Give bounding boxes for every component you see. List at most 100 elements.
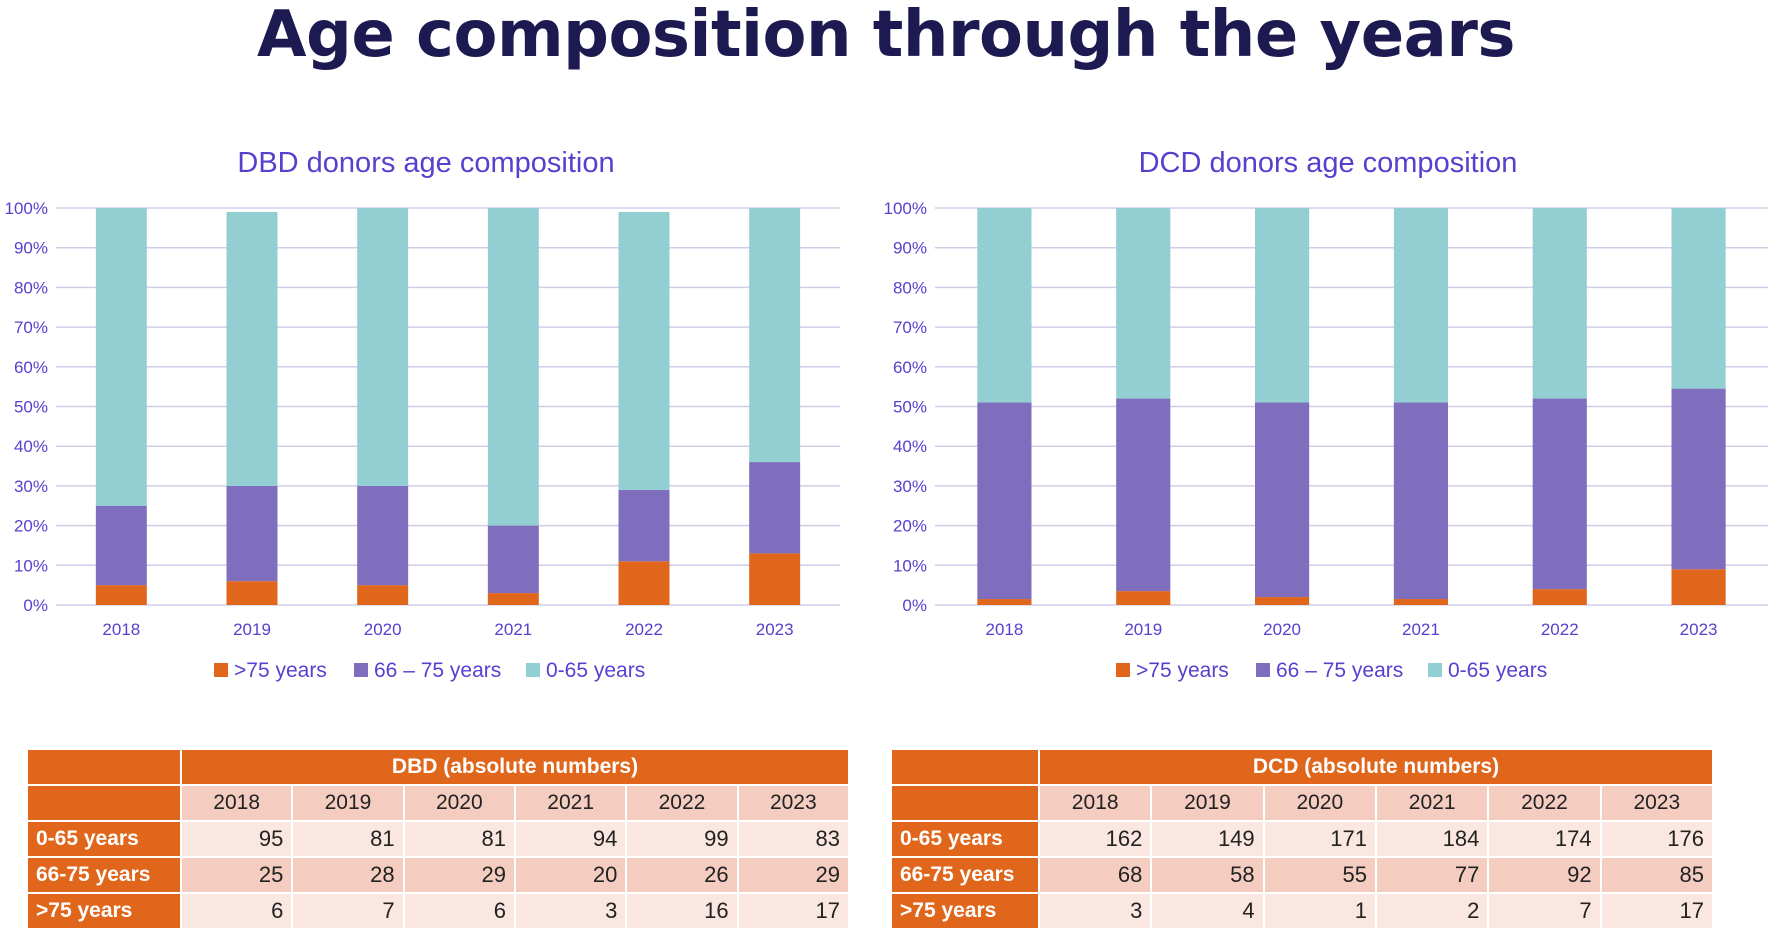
bar-segment <box>1671 388 1726 570</box>
bar-segment <box>1532 589 1587 605</box>
table-cell: 1 <box>1262 892 1377 930</box>
table-cell: 17 <box>1599 892 1715 930</box>
bar-segment <box>1393 599 1448 605</box>
table-year: 2021 <box>1374 784 1490 822</box>
table-cell: 162 <box>1037 820 1153 858</box>
legend-label: 66 – 75 years <box>1276 659 1403 682</box>
chart-title: DCD donors age composition <box>1139 147 1518 179</box>
legend-label: 0-65 years <box>1448 659 1547 682</box>
table-row: 66-75 years 25 28 29 20 26 29 <box>26 856 851 894</box>
bar-segment <box>487 208 539 526</box>
y-tick-label: 60% <box>893 358 927 377</box>
y-tick-label: 70% <box>14 318 48 337</box>
bar-segment <box>1116 398 1171 592</box>
table-cell: 29 <box>402 856 516 894</box>
dbd-table: DBD (absolute numbers) 2018 2019 2020 20… <box>26 748 851 930</box>
bar-segment <box>1255 208 1310 403</box>
bar-segment <box>749 462 801 554</box>
bar-segment <box>749 208 801 463</box>
x-tick-label: 2018 <box>102 620 140 639</box>
bar-segment <box>226 485 278 582</box>
table-cell: 29 <box>736 856 851 894</box>
x-tick-label: 2020 <box>1263 620 1301 639</box>
x-tick-label: 2022 <box>625 620 663 639</box>
table-cell: 85 <box>1599 856 1715 894</box>
table-year: 2023 <box>736 784 851 822</box>
table-years-row: 2018 2019 2020 2021 2022 2023 <box>26 784 851 822</box>
y-tick-label: 20% <box>893 517 927 536</box>
table-corner <box>890 748 1040 786</box>
y-tick-label: 30% <box>14 477 48 496</box>
table-corner <box>26 748 182 786</box>
table-year: 2022 <box>625 784 739 822</box>
y-tick-label: 40% <box>893 437 927 456</box>
legend-swatch <box>1428 663 1442 677</box>
bar-segment <box>977 208 1032 403</box>
legend-label: >75 years <box>234 659 327 682</box>
bar-segment <box>487 525 539 594</box>
table-cell: 4 <box>1150 892 1265 930</box>
bar-segment <box>1532 398 1587 590</box>
page-title: Age composition through the years <box>257 0 1516 72</box>
table-year: 2020 <box>1262 784 1377 822</box>
table-cell: 25 <box>179 856 294 894</box>
table-cell: 92 <box>1487 856 1602 894</box>
bar-segment <box>226 581 278 605</box>
table-year: 2022 <box>1487 784 1602 822</box>
legend-label: 66 – 75 years <box>374 659 501 682</box>
table-title: DCD (absolute numbers) <box>1038 748 1714 786</box>
table-cell: 94 <box>513 820 628 858</box>
table-row: 66-75 years 68 58 55 77 92 85 <box>890 856 1715 894</box>
table-cell: 26 <box>625 856 739 894</box>
table-cell: 174 <box>1487 820 1602 858</box>
y-tick-label: 50% <box>893 398 927 417</box>
bar-segment <box>95 208 147 506</box>
bar-segment <box>357 208 409 486</box>
table-cell: 3 <box>1037 892 1153 930</box>
bar-segment <box>357 485 409 586</box>
legend-label: >75 years <box>1136 659 1229 682</box>
x-tick-label: 2023 <box>756 620 794 639</box>
table-cell: 17 <box>736 892 851 930</box>
table-row: >75 years 3 4 1 2 7 17 <box>890 892 1715 930</box>
y-tick-label: 80% <box>14 278 48 297</box>
y-tick-label: 60% <box>14 358 48 377</box>
bar-segment <box>618 561 670 605</box>
bar-segment <box>1393 208 1448 403</box>
table-cell: 7 <box>291 892 405 930</box>
y-tick-label: 80% <box>893 278 927 297</box>
bar-segment <box>749 553 801 605</box>
table-year: 2023 <box>1599 784 1715 822</box>
table-cell: 55 <box>1262 856 1377 894</box>
x-tick-label: 2021 <box>1402 620 1440 639</box>
bar-segment <box>487 593 539 605</box>
charts-area: DBD donors age composition 0% 10% 20% 30% 40%… <box>5 147 1768 682</box>
table-cell: 28 <box>291 856 405 894</box>
x-tick-label: 2018 <box>986 620 1024 639</box>
x-tick-label: 2021 <box>494 620 532 639</box>
row-label: >75 years <box>890 892 1040 930</box>
row-label: 66-75 years <box>890 856 1040 894</box>
y-tick-label: 100% <box>5 199 48 218</box>
y-tick-label: 0% <box>902 596 927 615</box>
table-cell: 7 <box>1487 892 1602 930</box>
y-tick-label: 20% <box>14 517 48 536</box>
table-corner <box>890 784 1040 822</box>
y-tick-label: 100% <box>884 199 927 218</box>
legend-swatch <box>214 663 228 677</box>
y-tick-label: 0% <box>23 596 48 615</box>
table-cell: 77 <box>1374 856 1490 894</box>
table-cell: 20 <box>513 856 628 894</box>
dcd-table: DCD (absolute numbers) 2018 2019 2020 20… <box>890 748 1715 930</box>
table-cell: 99 <box>625 820 739 858</box>
table-row: >75 years 6 7 6 3 16 17 <box>26 892 851 930</box>
table-year: 2019 <box>291 784 405 822</box>
bar-segment <box>1255 402 1310 598</box>
y-tick-label: 50% <box>14 398 48 417</box>
bar-segment <box>618 489 670 562</box>
bar-segment <box>95 585 147 605</box>
bar-segment <box>1671 208 1726 389</box>
table-cell: 81 <box>402 820 516 858</box>
x-tick-label: 2022 <box>1541 620 1579 639</box>
table-cell: 58 <box>1150 856 1265 894</box>
